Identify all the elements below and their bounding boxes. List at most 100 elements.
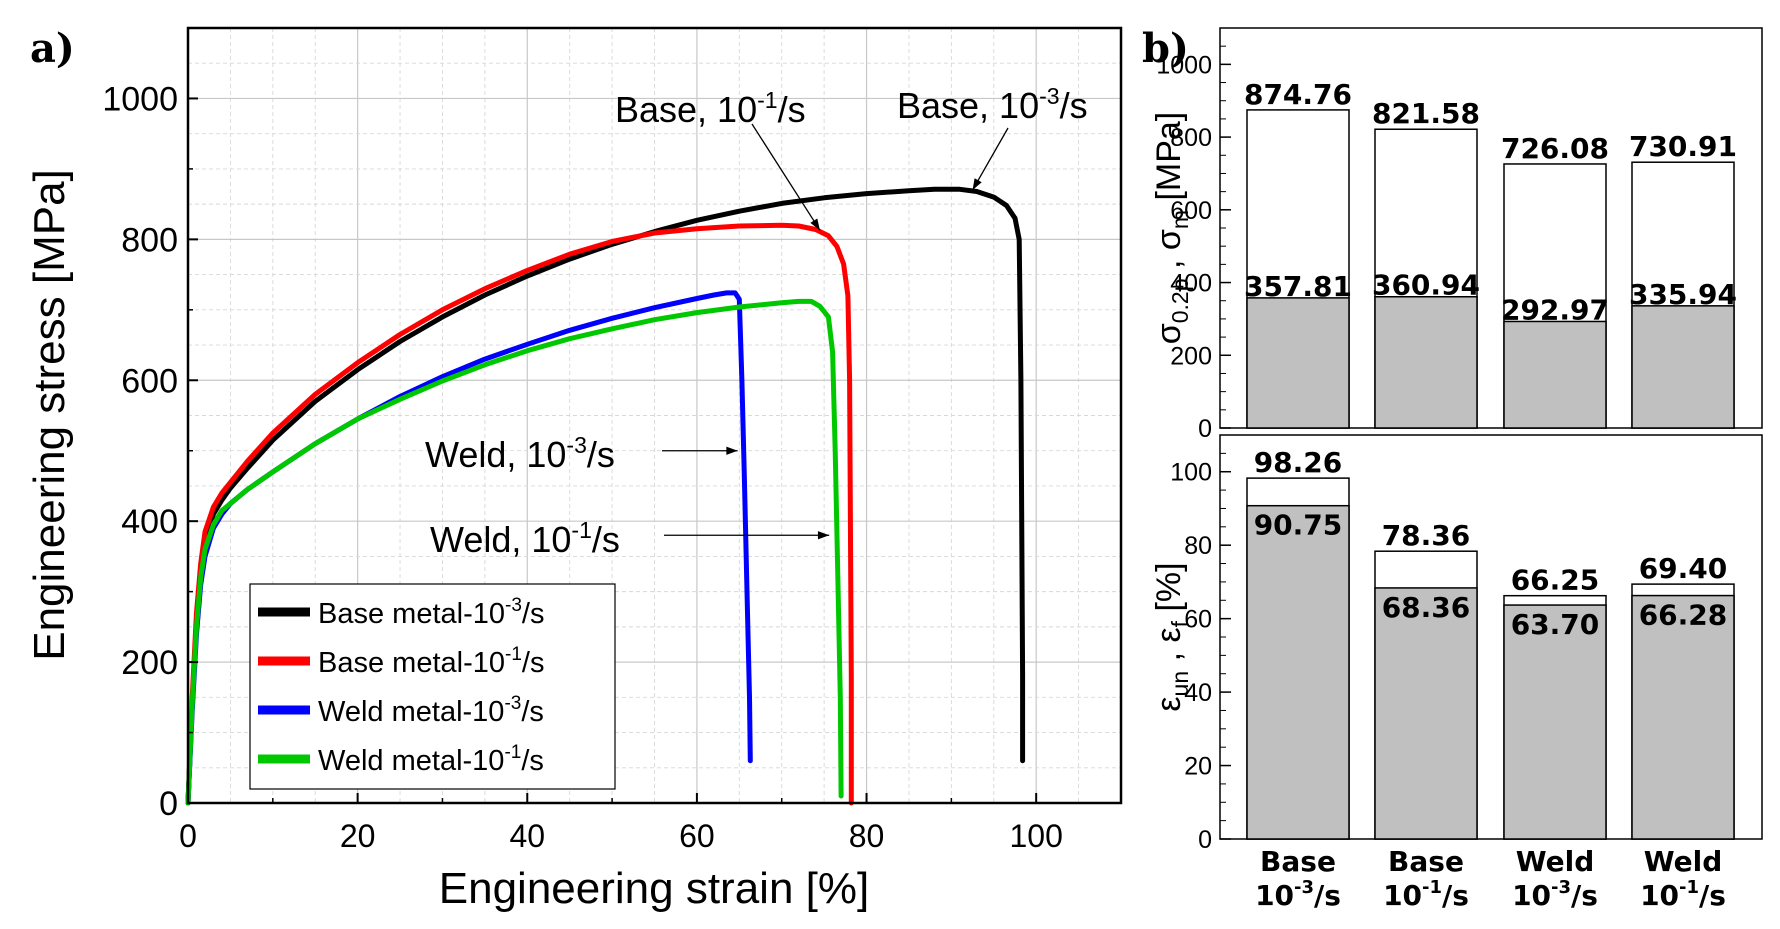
ylabel-subscript: 0.2p — [1167, 279, 1193, 324]
annotation-text: Weld, 10 — [425, 434, 566, 475]
category-label-line2: 10-1/s — [1640, 877, 1726, 912]
y-tick-label: 40 — [1184, 679, 1212, 707]
annotation-label-2: Base, 10-3/s — [897, 83, 1088, 126]
annotation-label-4: Weld, 10-1/s — [430, 517, 620, 560]
bar-inner — [1631, 594, 1735, 840]
x-tick-label: 20 — [340, 818, 376, 854]
y-axis-title: Engineering stress [MPa] — [25, 169, 74, 661]
annotation-text: Base, 10 — [615, 89, 757, 130]
category-base: 10 — [1383, 879, 1422, 912]
x-tick-label: 0 — [179, 818, 197, 854]
series-line-2 — [185, 222, 854, 806]
legend-exponent: -1 — [504, 742, 521, 763]
legend-exponent: -3 — [505, 595, 522, 616]
panel-b-label: b) — [1142, 25, 1189, 72]
category-unit: /s — [1699, 879, 1726, 912]
ylabel-subscript: f — [1167, 620, 1193, 627]
category-label-line2: 10-3/s — [1512, 877, 1598, 912]
subplot-y-axis-title: σ0.2p , σm [MPa] — [1150, 112, 1193, 345]
y-tick-label: 0 — [1198, 415, 1212, 443]
x-tick-label: 40 — [509, 818, 545, 854]
ylabel-subscript: un — [1167, 671, 1193, 697]
x-tick-label: 100 — [1009, 818, 1062, 854]
x-tick-label: 60 — [679, 818, 715, 854]
y-tick-label: 20 — [1184, 753, 1212, 781]
y-tick-label: 200 — [121, 644, 178, 682]
ylabel-symbol: ε — [1150, 696, 1188, 711]
y-tick-label: 400 — [1170, 270, 1212, 298]
ylabel-unit: [MPa] — [1150, 112, 1188, 210]
annotation-arrowhead — [810, 218, 820, 231]
bar-inner-value-label: 335.94 — [1629, 278, 1737, 311]
bar-outer-value-label: 730.91 — [1629, 130, 1737, 163]
category-label-line1: Base — [1388, 845, 1464, 878]
legend-name: Weld metal-10 — [318, 745, 504, 777]
legend-unit: /s — [522, 647, 545, 679]
category-base: 10 — [1512, 879, 1551, 912]
category-unit: /s — [1571, 879, 1598, 912]
bar-outer-value-label: 726.08 — [1501, 132, 1609, 165]
legend-unit: /s — [521, 745, 544, 777]
ylabel-unit: [%] — [1150, 562, 1188, 621]
ylabel-symbol: σ — [1150, 323, 1188, 344]
bar-inner-value-label: 292.97 — [1501, 293, 1609, 326]
annotation-text: Base, 10 — [897, 85, 1039, 126]
subplot-y-axis-title: εun , εf [%] — [1150, 562, 1193, 711]
bar-inner-value-label: 68.36 — [1382, 591, 1471, 624]
panel-a-plot-frame — [186, 26, 1123, 805]
bar-inner-value-label: 360.94 — [1372, 269, 1480, 302]
bar-outer-value-label: 874.76 — [1244, 78, 1352, 111]
legend-unit: /s — [521, 696, 544, 728]
legend-name: Base metal-10 — [318, 598, 505, 630]
category-unit: /s — [1442, 879, 1469, 912]
x-axis-title: Engineering strain [%] — [439, 864, 869, 913]
annotation-exponent: -1 — [757, 87, 777, 113]
legend-name: Weld metal-10 — [318, 696, 504, 728]
bar-inner-value-label: 357.81 — [1244, 270, 1352, 303]
ylabel-symbol: , σ — [1150, 229, 1188, 278]
category-label-line2: 10-3/s — [1255, 877, 1341, 912]
strength-bar-chart: 0 200 400 600 800 1000 874.76 357.81 821.58 360.9… — [1150, 27, 1763, 443]
y-tick-label: 100 — [1170, 459, 1212, 487]
annotation-exponent: -3 — [1039, 83, 1059, 109]
annotation-arrowhead — [726, 446, 738, 455]
y-tick-label: 80 — [1184, 532, 1212, 560]
annotation-unit: /s — [1060, 85, 1088, 126]
category-exponent: -1 — [1422, 877, 1442, 898]
category-label-line1: Base — [1260, 845, 1336, 878]
category-base: 10 — [1255, 879, 1294, 912]
x-tick-label: 80 — [849, 818, 885, 854]
bar-outer-value-label: 66.25 — [1511, 564, 1600, 597]
y-tick-label: 1000 — [1156, 51, 1212, 79]
category-exponent: -3 — [1551, 877, 1571, 898]
legend-name: Base metal-10 — [318, 647, 505, 679]
legend-exponent: -1 — [505, 644, 522, 665]
bar-outer-value-label: 98.26 — [1254, 446, 1343, 479]
bar-inner — [1503, 320, 1607, 429]
ylabel-symbol: , ε — [1150, 627, 1188, 671]
y-tick-label: 0 — [1198, 826, 1212, 854]
category-base: 10 — [1640, 879, 1679, 912]
y-tick-label: 800 — [121, 221, 178, 259]
annotation-label-3: Weld, 10-3/s — [425, 432, 615, 475]
bar-inner — [1246, 504, 1350, 840]
bar-outer-value-label: 69.40 — [1639, 552, 1728, 585]
bar-inner-value-label: 63.70 — [1511, 608, 1600, 641]
legend-unit: /s — [522, 598, 545, 630]
series-line-4 — [185, 298, 844, 806]
category-unit: /s — [1314, 879, 1341, 912]
bar-outer-value-label: 78.36 — [1382, 519, 1471, 552]
category-exponent: -1 — [1679, 877, 1699, 898]
annotation-leader-line — [972, 127, 1009, 191]
y-tick-label: 0 — [159, 785, 178, 823]
y-tick-label: 400 — [121, 503, 178, 541]
legend-entry-label: Base metal-10-3/s — [318, 595, 544, 630]
y-tick-label: 800 — [1170, 124, 1212, 152]
y-tick-label: 60 — [1184, 606, 1212, 634]
annotation-leader-line — [751, 123, 821, 231]
